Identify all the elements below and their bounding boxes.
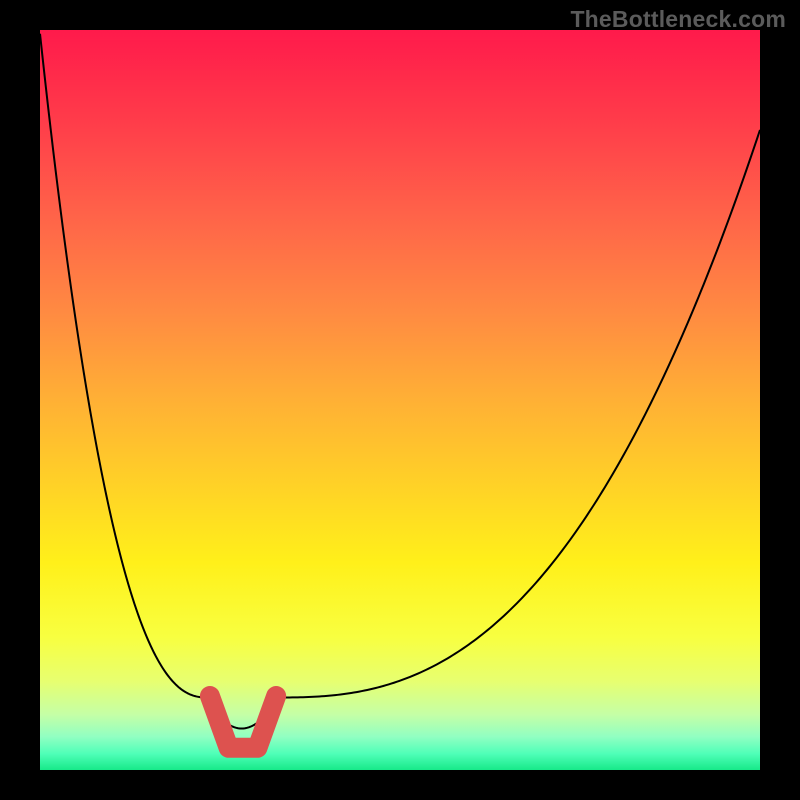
watermark-text: TheBottleneck.com <box>570 6 786 33</box>
chart-container: TheBottleneck.com <box>0 0 800 800</box>
plot-area <box>40 30 760 770</box>
chart-svg <box>40 30 760 770</box>
